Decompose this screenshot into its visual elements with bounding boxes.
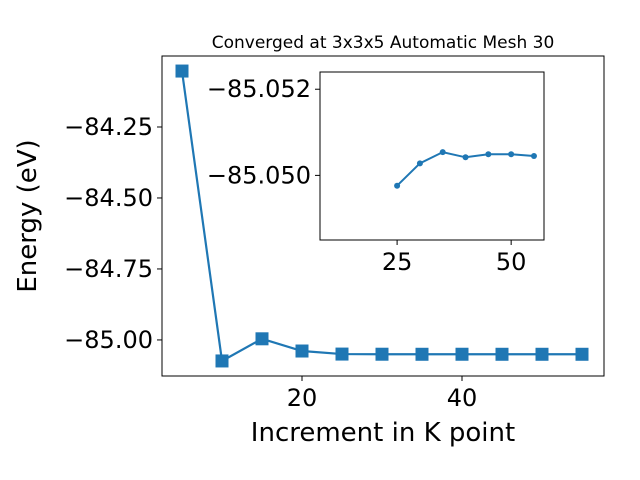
marker: [508, 151, 515, 158]
y-tick-label: −85.052: [207, 75, 311, 103]
marker: [175, 64, 189, 78]
marker: [530, 153, 537, 159]
marker: [416, 160, 423, 167]
marker: [439, 149, 446, 156]
y-tick-label: −84.75: [64, 255, 153, 283]
x-tick-label: 25: [382, 248, 413, 276]
x-axis-label: Increment in K point: [251, 418, 515, 448]
marker: [335, 347, 349, 361]
axes-frame: [319, 71, 545, 241]
x-tick-label: 40: [447, 384, 478, 412]
y-tick-label: −85.050: [207, 161, 311, 189]
x-tick-label: 50: [496, 248, 527, 276]
marker: [575, 347, 589, 361]
y-axis-label: Energy (eV): [13, 139, 43, 292]
marker: [485, 151, 492, 158]
plot-area: [320, 72, 544, 240]
y-tick-label: −85.00: [64, 326, 153, 354]
marker: [462, 154, 469, 161]
y-tick-label: −84.25: [64, 113, 153, 141]
marker: [255, 332, 269, 346]
axes-frame: [161, 55, 605, 377]
plot: [175, 64, 589, 368]
marker: [455, 347, 469, 361]
marker: [535, 347, 549, 361]
marker: [215, 354, 229, 368]
chart-title: Converged at 3x3x5 Automatic Mesh 30: [212, 33, 555, 53]
marker: [415, 347, 429, 361]
marker: [495, 347, 509, 361]
plot: [394, 149, 537, 189]
marker: [375, 347, 389, 361]
marker: [295, 344, 309, 358]
y-tick-label: −84.50: [64, 184, 153, 212]
marker: [394, 182, 401, 189]
x-tick-label: 20: [287, 384, 318, 412]
